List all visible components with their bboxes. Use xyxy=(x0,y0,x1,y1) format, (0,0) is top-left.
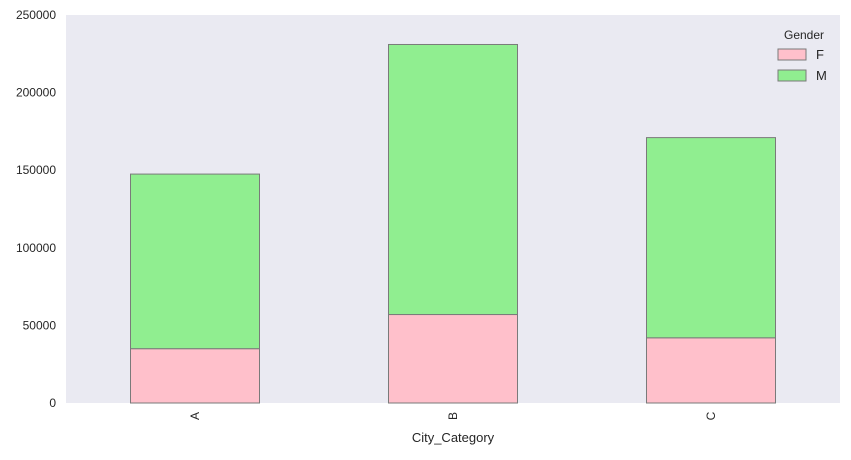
legend-label-m: M xyxy=(816,68,827,83)
bar-a-m xyxy=(130,173,260,350)
bar-c-f xyxy=(646,337,776,404)
x-tick-label: C xyxy=(704,411,718,420)
bar-b-f xyxy=(388,314,518,404)
y-tick-label: 150000 xyxy=(16,163,56,177)
bars-layer xyxy=(130,43,776,404)
x-axis: A B C xyxy=(188,411,718,420)
bar-c-m xyxy=(646,137,776,339)
legend-swatch-f xyxy=(777,48,807,61)
y-axis: 0 50000 100000 150000 200000 250000 xyxy=(16,8,56,410)
legend-label-f: F xyxy=(816,47,824,62)
legend-title: Gender xyxy=(784,28,824,42)
y-tick-label: 0 xyxy=(49,396,56,410)
bar-a-f xyxy=(130,348,260,404)
legend-swatch-m xyxy=(777,69,807,82)
y-tick-label: 50000 xyxy=(23,318,57,332)
y-tick-label: 100000 xyxy=(16,241,56,255)
y-tick-label: 250000 xyxy=(16,8,56,22)
x-tick-label: B xyxy=(446,412,460,420)
bar-b-m xyxy=(388,43,518,316)
y-tick-label: 200000 xyxy=(16,86,56,100)
legend: Gender FM xyxy=(777,28,827,83)
x-tick-label: A xyxy=(188,412,202,420)
x-axis-label: City_Category xyxy=(412,430,495,445)
